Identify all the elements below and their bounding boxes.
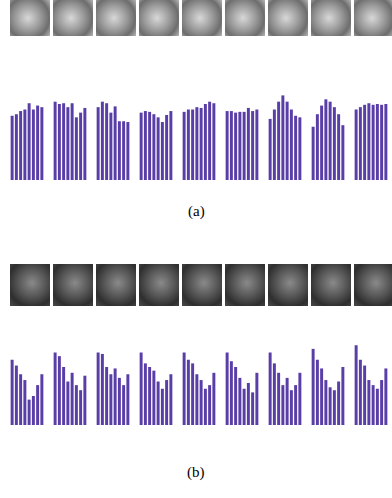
svg-text:(b): (b) [187,464,205,481]
svg-text:(a): (a) [188,203,205,220]
